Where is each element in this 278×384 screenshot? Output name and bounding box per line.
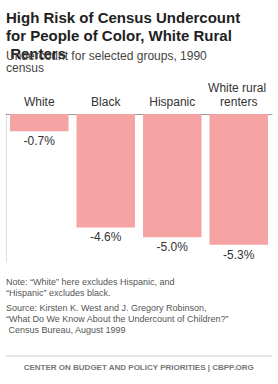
svg-text:“Hispanic” excludes black.: “Hispanic” excludes black. <box>6 288 111 298</box>
svg-text:renters: renters <box>220 95 257 109</box>
svg-text:Census Bureau, August 1999: Census Bureau, August 1999 <box>6 325 126 335</box>
svg-text:Undercount for selected groups: Undercount for selected groups, 1990 <box>6 49 211 63</box>
svg-text:-5.0%: -5.0% <box>157 240 189 254</box>
svg-text:“What Do We Know About the Und: “What Do We Know About the Undercount of… <box>6 314 228 324</box>
svg-text:CENTER ON BUDGET AND POLICY PR: CENTER ON BUDGET AND POLICY PRIORITIES |… <box>24 363 254 372</box>
svg-text:Hispanic: Hispanic <box>149 95 195 109</box>
svg-text:White rural: White rural <box>208 81 269 95</box>
svg-text:census: census <box>6 61 44 75</box>
svg-text:High Risk of Census Undercount: High Risk of Census Undercount <box>6 9 244 26</box>
svg-text:White: White <box>24 95 55 109</box>
svg-text:for People of Color, White Rur: for People of Color, White Rural <box>6 27 232 44</box>
svg-text:Source: Kirsten K. West and J.: Source: Kirsten K. West and J. Gregory R… <box>6 303 209 313</box>
svg-text:-5.3%: -5.3% <box>223 248 255 262</box>
svg-text:Black: Black <box>91 95 121 109</box>
svg-text:-0.7%: -0.7% <box>24 134 56 148</box>
svg-text:Note: “White” here excludes Hi: Note: “White” here excludes Hispanic, an… <box>6 277 177 287</box>
svg-text:-4.6%: -4.6% <box>90 230 122 244</box>
